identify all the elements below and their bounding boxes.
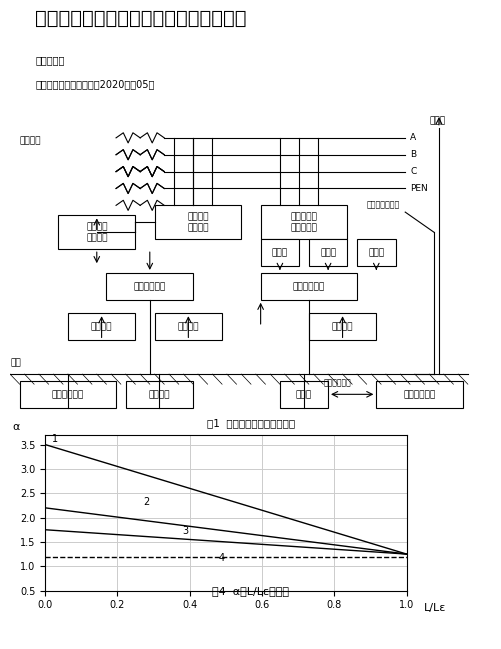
Text: 保护接地: 保护接地 — [148, 390, 170, 399]
Text: 图4  α与L/Lε比值表: 图4 α与L/Lε比值表 — [212, 586, 289, 596]
Text: 收信设备: 收信设备 — [177, 323, 199, 332]
Text: A: A — [409, 133, 415, 142]
Bar — [154, 313, 221, 340]
Text: 发射机: 发射机 — [272, 248, 288, 257]
Text: 保护接地系统: 保护接地系统 — [133, 282, 166, 291]
Y-axis label: α: α — [13, 422, 20, 432]
Bar — [308, 239, 347, 266]
Text: 机房技术设
备电源分配: 机房技术设 备电源分配 — [290, 212, 317, 232]
Text: 建筑物结构钢作: 建筑物结构钢作 — [366, 201, 399, 210]
Text: 信号地: 信号地 — [296, 390, 312, 399]
Bar — [260, 239, 299, 266]
Bar — [260, 273, 356, 300]
Text: 图1  机房接地系统结构示意图: 图1 机房接地系统结构示意图 — [206, 418, 295, 428]
Text: 机房用电
设备负载: 机房用电 设备负载 — [86, 223, 107, 242]
Text: 各种设备: 各种设备 — [91, 323, 112, 332]
Bar — [58, 215, 135, 249]
Text: 发射机: 发射机 — [320, 248, 336, 257]
Text: 需要一定间距: 需要一定间距 — [323, 378, 351, 387]
Text: 避雷接地系统: 避雷接地系统 — [403, 390, 435, 399]
Text: C: C — [409, 167, 415, 176]
Text: 三相电源: 三相电源 — [20, 137, 41, 146]
Bar — [20, 381, 116, 408]
Text: 工作接地系统: 工作接地系统 — [52, 390, 84, 399]
Text: 发射机: 发射机 — [368, 248, 384, 257]
Bar — [125, 381, 193, 408]
Text: 机房设备
电源分配: 机房设备 电源分配 — [187, 212, 208, 232]
Text: 通信设备: 通信设备 — [331, 323, 353, 332]
Text: PEN: PEN — [409, 184, 427, 193]
Text: 作者：陈欣: 作者：陈欣 — [35, 55, 65, 66]
Text: 1: 1 — [52, 434, 59, 444]
Bar — [68, 313, 135, 340]
Text: 高频接地系统: 高频接地系统 — [292, 282, 324, 291]
Text: 3: 3 — [182, 526, 188, 535]
Text: B: B — [409, 150, 415, 159]
Text: 来源：《现代信息科技》2020年第05期: 来源：《现代信息科技》2020年第05期 — [35, 80, 154, 90]
X-axis label: L/Lε: L/Lε — [423, 603, 446, 613]
Bar — [308, 313, 376, 340]
Bar — [106, 273, 193, 300]
Bar — [356, 239, 395, 266]
Text: 大地: 大地 — [10, 358, 21, 367]
Text: 避雷针: 避雷针 — [428, 116, 444, 125]
Text: 关于中短波广播电台机房接地系统的分析: 关于中短波广播电台机房接地系统的分析 — [35, 9, 246, 29]
Bar — [260, 205, 347, 239]
Text: 4: 4 — [218, 554, 224, 563]
Text: 2: 2 — [142, 497, 149, 508]
Bar — [280, 381, 328, 408]
Bar — [376, 381, 462, 408]
Bar — [154, 205, 241, 239]
